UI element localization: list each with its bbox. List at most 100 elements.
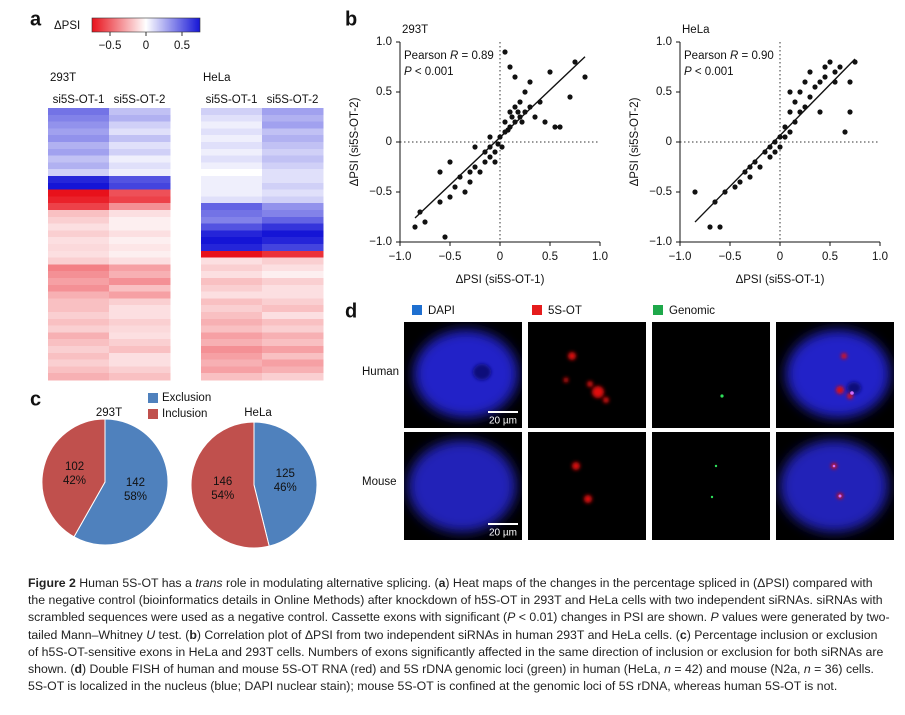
scatter-point bbox=[502, 49, 508, 55]
slice-percent-label: 54% bbox=[211, 490, 234, 502]
scale-bar-label: 20 µm bbox=[489, 416, 517, 427]
scatter-point bbox=[522, 109, 528, 115]
heatmap-cell bbox=[262, 250, 324, 258]
heatmap-cell bbox=[262, 318, 324, 326]
heatmap-cell bbox=[109, 359, 171, 367]
heatmap-cell bbox=[48, 312, 110, 320]
scatter-point bbox=[837, 64, 843, 70]
scatter-point bbox=[492, 159, 498, 165]
scatter-point bbox=[792, 99, 798, 105]
caption-text: < 0.01) changes in PSI are shown. bbox=[515, 610, 711, 625]
scatter-point bbox=[717, 224, 723, 230]
heatmap-cell bbox=[201, 108, 263, 116]
scatter-point bbox=[532, 114, 538, 120]
x-tick-label: 0 bbox=[497, 251, 503, 263]
x-tick-label: −0.5 bbox=[719, 251, 742, 263]
column-label: si5S-OT-1 bbox=[53, 94, 105, 106]
x-tick-label: −1.0 bbox=[669, 251, 692, 263]
heatmap-cell bbox=[48, 108, 110, 116]
heatmap-cell bbox=[109, 210, 171, 218]
scatter-point bbox=[707, 224, 713, 230]
colorbar bbox=[91, 17, 201, 33]
scatter-point bbox=[422, 219, 428, 225]
heatmap-cell bbox=[262, 189, 324, 197]
heatmap-cell bbox=[109, 169, 171, 177]
heatmap-cell bbox=[201, 250, 263, 258]
heatmap-cell bbox=[201, 298, 263, 306]
scatter-point bbox=[509, 114, 515, 120]
heatmap-cell bbox=[109, 148, 171, 156]
heatmap-cell bbox=[109, 291, 171, 299]
heatmap-cell bbox=[48, 366, 110, 374]
x-tick-label: 0.5 bbox=[822, 251, 838, 263]
scatter-point bbox=[797, 89, 803, 95]
heatmap-cell bbox=[109, 325, 171, 333]
scatter-point bbox=[492, 149, 498, 155]
heatmap-cell bbox=[262, 162, 324, 170]
caption-text: a bbox=[438, 576, 446, 590]
scatter-point bbox=[472, 144, 478, 150]
heatmap-cell bbox=[201, 176, 263, 184]
scatter-point bbox=[499, 144, 505, 150]
caption-text: ) Correlation plot of ΔPSI from two inde… bbox=[196, 627, 680, 642]
panel-label: d bbox=[345, 300, 357, 322]
scatter-point bbox=[712, 199, 718, 205]
heatmap-cell bbox=[48, 339, 110, 347]
scatter-point bbox=[767, 154, 773, 160]
heatmap-cell bbox=[262, 108, 324, 116]
scatter-point bbox=[472, 164, 478, 170]
heatmap-cell bbox=[201, 305, 263, 313]
heatmap-cell bbox=[109, 346, 171, 354]
annotation: Pearson R = 0.89 bbox=[404, 50, 494, 62]
heatmap-cell bbox=[48, 257, 110, 265]
heatmap-cell bbox=[48, 271, 110, 279]
column-label: si5S-OT-1 bbox=[206, 94, 258, 106]
scatter-point bbox=[817, 109, 823, 115]
scatter-point bbox=[457, 174, 463, 180]
heatmap-cell bbox=[109, 196, 171, 204]
scatter-point bbox=[412, 224, 418, 230]
heatmap-cell bbox=[48, 373, 110, 381]
heatmap-cell bbox=[201, 135, 263, 143]
heatmap-cell bbox=[201, 203, 263, 211]
heatmap-cell bbox=[48, 162, 110, 170]
scatter-point bbox=[522, 89, 528, 95]
legend-label: 5S-OT bbox=[548, 305, 582, 317]
legend-swatch bbox=[148, 393, 158, 403]
scatter-point bbox=[847, 79, 853, 85]
heatmap-cell bbox=[48, 332, 110, 340]
heatmap-cell bbox=[48, 352, 110, 360]
heatmap-cell bbox=[109, 135, 171, 143]
caption-text: = 36) cells. 5S-OT is localized in the n… bbox=[28, 662, 874, 694]
heatmap-cell bbox=[201, 237, 263, 245]
scatter-point bbox=[442, 234, 448, 240]
slice-percent-label: 46% bbox=[274, 482, 297, 494]
caption-text: role in modulating alternative splicing.… bbox=[222, 576, 439, 590]
scatter-point bbox=[787, 109, 793, 115]
scatter-point bbox=[797, 109, 803, 115]
heatmap-cell bbox=[201, 257, 263, 265]
scatter-point bbox=[462, 189, 468, 195]
scatter-point bbox=[817, 79, 823, 85]
scatter-point bbox=[582, 74, 588, 80]
heatmap-cell bbox=[109, 271, 171, 279]
figure: a b c d Pearson R = 0.89 P < 0.001 Pears… bbox=[30, 8, 894, 549]
heatmap-cell bbox=[262, 325, 324, 333]
scatter-point bbox=[722, 189, 728, 195]
x-tick-label: −0.5 bbox=[439, 251, 462, 263]
heatmap-cell bbox=[262, 203, 324, 211]
annotation: P < 0.001 bbox=[404, 66, 454, 78]
plot-title: 293T bbox=[402, 24, 428, 36]
heatmap-cell bbox=[48, 182, 110, 190]
heatmap-cell bbox=[109, 366, 171, 374]
heatmap-cell bbox=[109, 121, 171, 129]
pie-title: HeLa bbox=[244, 407, 272, 419]
heatmap-cell bbox=[262, 169, 324, 177]
heatmap-cell bbox=[48, 210, 110, 218]
caption-text: ) Percentage inclusion or exclusion of h… bbox=[28, 627, 884, 677]
heatmap-cell bbox=[109, 237, 171, 245]
scatter-point bbox=[527, 104, 533, 110]
y-tick-label: 0 bbox=[666, 136, 672, 148]
heatmap-cell bbox=[262, 257, 324, 265]
heatmap-cell bbox=[262, 114, 324, 122]
